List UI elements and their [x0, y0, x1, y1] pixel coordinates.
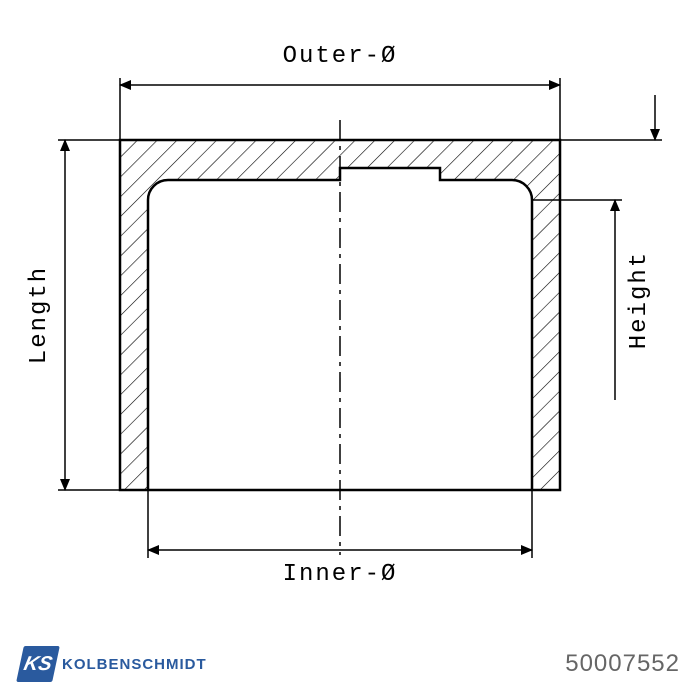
part-number: 50007552 [565, 650, 680, 678]
label-outer-dia: Outer-Ø [283, 43, 398, 70]
brand-name: KOLBENSCHMIDT [62, 656, 207, 673]
ks-logo-icon: KS [16, 646, 60, 682]
label-inner-dia: Inner-Ø [283, 561, 398, 588]
brand-block: KS KOLBENSCHMIDT [20, 646, 207, 682]
label-length: Length [26, 266, 53, 364]
label-height: Height [626, 251, 653, 349]
footer: KS KOLBENSCHMIDT 50007552 [0, 646, 700, 682]
logo-text: KS [22, 653, 55, 676]
technical-drawing: Outer-Ø Inner-Ø Length Height [0, 0, 700, 620]
